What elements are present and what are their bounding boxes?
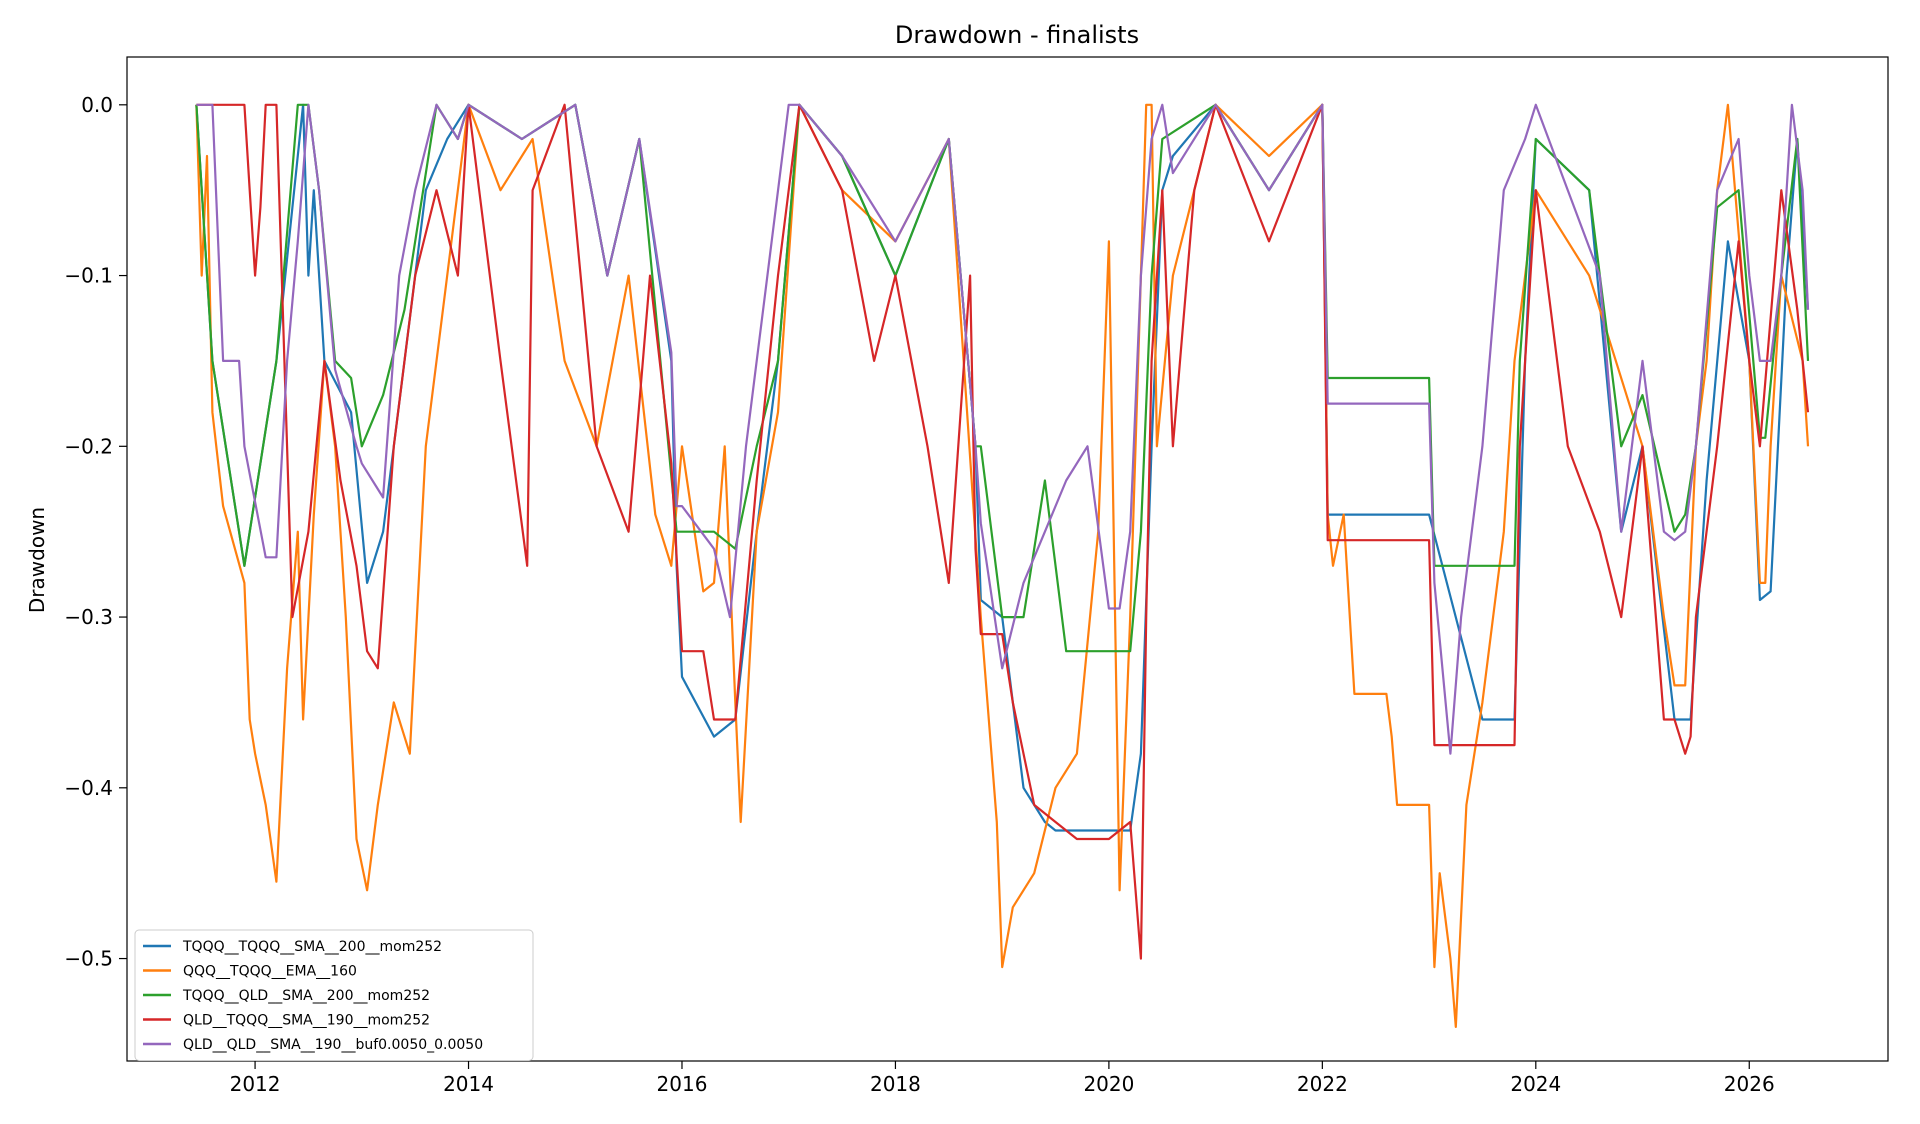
- series-line-2: [195, 103, 1810, 1029]
- legend: TQQQ__TQQQ__SMA__200__mom252 QQQ__TQQQ__E…: [134, 929, 534, 1061]
- x-tick-label: 2022: [1297, 1072, 1348, 1096]
- series-line-5: [196, 103, 1810, 755]
- legend-label-2: QQQ__TQQQ__EMA__160: [183, 964, 357, 980]
- legend-label-5: QLD__QLD__SMA__190__buf0.0050_0.0050: [183, 1037, 483, 1053]
- x-tick-label: 2026: [1724, 1072, 1775, 1096]
- legend-label-1: TQQQ__TQQQ__SMA__200__mom252: [182, 939, 442, 955]
- series-line-3: [195, 103, 1810, 653]
- x-tick-label: 2024: [1510, 1072, 1561, 1096]
- y-tick-label: 0.0: [81, 93, 113, 117]
- y-tick-label: −0.2: [64, 434, 113, 458]
- x-tick-label: 2020: [1083, 1072, 1134, 1096]
- chart-title: Drawdown - finalists: [895, 21, 1139, 49]
- y-axis-label: Drawdown: [25, 507, 49, 613]
- x-tick-label: 2014: [443, 1072, 494, 1096]
- series-line-4: [196, 103, 1810, 960]
- x-tick-label: 2012: [230, 1072, 281, 1096]
- series-lines: [195, 103, 1810, 1029]
- x-tick-label: 2018: [870, 1072, 921, 1096]
- legend-label-3: TQQQ__QLD__SMA__200__mom252: [182, 988, 430, 1004]
- y-tick-label: −0.3: [64, 605, 113, 629]
- y-tick-label: −0.4: [64, 776, 113, 800]
- y-tick-label: −0.1: [64, 264, 113, 288]
- legend-label-4: QLD__TQQQ__SMA__190__mom252: [183, 1013, 430, 1029]
- series-line-1: [195, 103, 1810, 832]
- plot-frame: [126, 56, 1889, 1062]
- legend-box: [134, 929, 534, 1061]
- x-tick-label: 2016: [657, 1072, 708, 1096]
- axes: 2012 2014 2016 2018 2020 2022 2024 2026 0.0 −0.1 −…: [64, 56, 1889, 1096]
- y-tick-label: −0.5: [64, 947, 113, 971]
